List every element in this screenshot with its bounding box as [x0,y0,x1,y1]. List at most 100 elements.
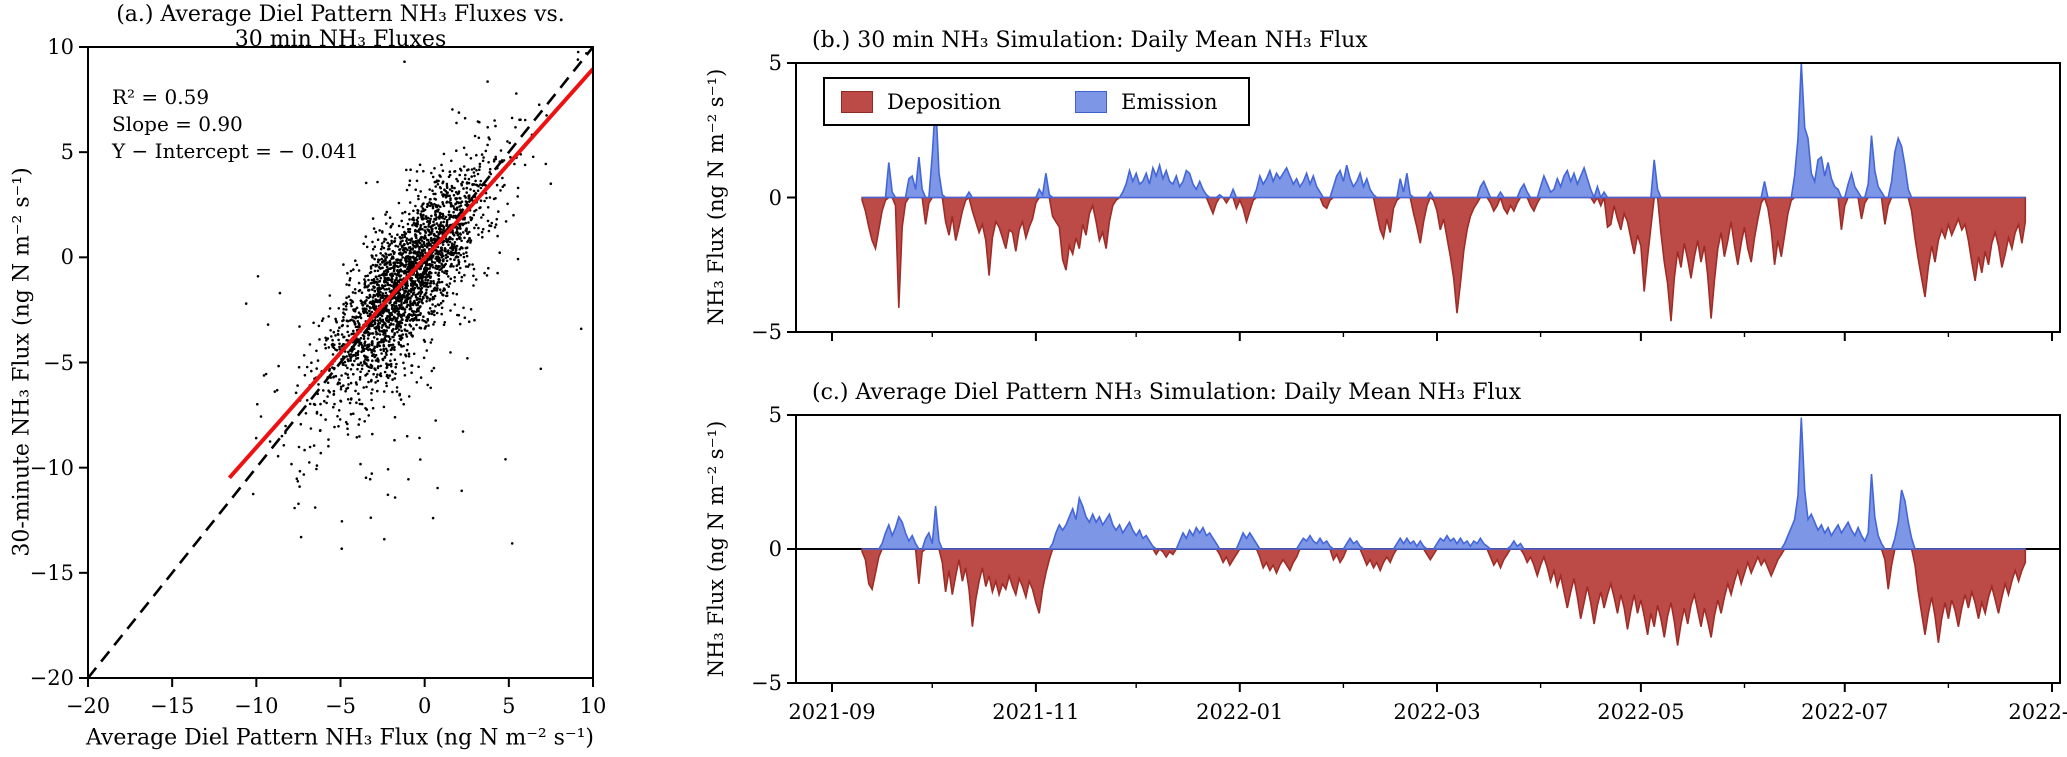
scatter-point [407,478,410,481]
scatter-point [319,413,323,417]
scatter-point [387,343,391,347]
scatter-point [359,370,362,374]
scatter-point [409,331,413,335]
scatter-point [244,302,248,305]
scatter-point [298,469,302,473]
scatter-point [410,295,413,298]
scatter-point [406,254,410,258]
scatter-point [459,227,462,230]
scatter-point [465,191,469,194]
scatter-point [341,319,344,323]
scatter-point [421,245,425,249]
scatter-point [266,323,270,326]
scatter-point [372,227,376,230]
scatter-point [372,304,375,308]
scatter-point [419,232,422,235]
scatter-point [435,230,439,234]
scatter-point [429,201,433,205]
scatter-point [389,300,392,304]
scatter-point [425,260,429,264]
scatter-point [327,438,330,441]
scatter-point [380,242,384,245]
scatter-point [326,381,330,385]
scatter-point [455,177,458,181]
scatter-point [439,301,443,305]
scatter-point [346,398,350,401]
scatter-point [396,321,399,325]
scatter-point [439,223,442,226]
scatter-point [418,436,421,440]
scatter-point [426,204,430,207]
scatter-point [366,274,370,278]
scatter-point [415,258,419,262]
scatter-point [369,516,373,519]
scatter-point [436,183,440,186]
scatter-point [499,189,502,192]
scatter-point [408,227,412,231]
identity-line [88,47,593,678]
scatter-point [421,203,425,206]
scatter-point [382,390,386,393]
scatter-point [459,266,462,270]
scatter-point [455,149,458,152]
scatter-point [344,305,348,308]
scatter-point [319,402,322,406]
scatter-point [360,367,364,371]
scatter-point [379,348,383,352]
scatter-point [305,365,309,369]
scatter-point [388,314,392,317]
scatter-point [486,80,489,83]
scatter-point [448,170,452,173]
scatter-point [347,383,350,386]
scatter-point [374,353,378,357]
scatter-point [439,175,442,178]
scatter-point [458,232,462,235]
scatter-point [392,303,395,307]
scatter-point [456,233,460,237]
scatter-point [404,256,407,260]
scatter-point [445,220,449,224]
scatter-point [449,257,452,261]
scatter-point [350,345,354,349]
scatter-point [255,402,259,406]
scatter-point [391,390,394,394]
scatter-point [412,221,416,225]
scatter-point [383,276,387,280]
scatter-point [377,328,381,332]
scatter-point [440,280,444,284]
scatter-point [410,288,414,292]
scatter-point [428,188,432,191]
scatter-point [392,269,396,273]
scatter-point [434,271,437,275]
scatter-point [444,253,448,257]
scatter-point [411,243,415,246]
scatter-point [302,354,306,357]
scatter-point [473,318,476,322]
scatter-point [310,369,313,373]
scatter-point [347,334,351,337]
scatter-point [399,338,403,341]
scatter-point [412,352,416,356]
scatter-point [433,261,437,264]
scatter-point [376,379,380,383]
scatter-point [390,235,394,238]
scatter-point [458,173,462,177]
scatter-point [338,342,341,346]
scatter-point [455,121,458,125]
scatter-point [428,219,432,223]
scatter-point [340,324,344,328]
scatter-point [455,206,459,209]
scatter-point [395,283,398,286]
scatter-point [345,283,348,286]
scatter-point [427,311,430,314]
scatter-point [428,257,431,261]
scatter-point [402,402,406,406]
scatter-point [406,242,410,246]
scatter-point [439,186,443,190]
scatter-point [407,395,411,398]
scatter-point [469,308,473,311]
scatter-point [297,365,301,369]
scatter-point [436,287,439,290]
scatter-point [397,258,400,262]
scatter-point [431,516,435,520]
